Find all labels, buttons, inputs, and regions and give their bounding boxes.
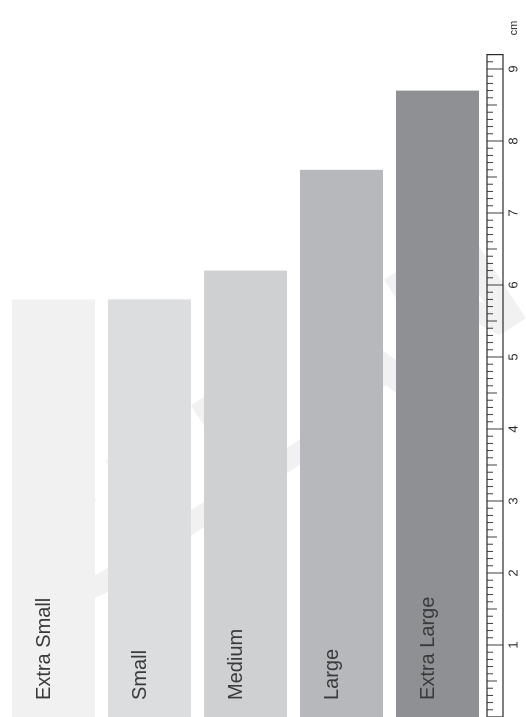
ruler-tick-label: 4 — [506, 425, 521, 432]
ruler-tick-label: 3 — [506, 497, 521, 504]
bar-small — [108, 299, 191, 717]
bar-extra-small — [12, 299, 95, 717]
bar-extra-large — [396, 90, 479, 717]
bar-label: Small — [129, 650, 151, 700]
ruler-unit-label: cm — [508, 21, 520, 36]
bar-large — [300, 169, 383, 717]
bar-medium — [204, 270, 287, 717]
ruler-tick-label: 8 — [506, 137, 521, 144]
ruler-tick-label: 1 — [506, 641, 521, 648]
bar-label: Extra Small — [33, 598, 55, 700]
ruler-tick-label: 9 — [506, 65, 521, 72]
ruler-tick-label: 5 — [506, 353, 521, 360]
ruler-tick-label: 2 — [506, 569, 521, 576]
ruler-tick-label: 7 — [506, 209, 521, 216]
bar-label: Large — [321, 649, 343, 700]
bar-label: Extra Large — [417, 597, 439, 700]
bar-label: Medium — [225, 629, 247, 700]
ruler: 1 2 3 4 5 6 7 8 9 cm — [486, 21, 521, 717]
ruler-tick-label: 6 — [506, 281, 521, 288]
